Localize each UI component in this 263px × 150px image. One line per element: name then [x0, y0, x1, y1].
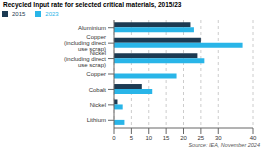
svg-text:5: 5 [130, 135, 134, 140]
svg-text:15: 15 [163, 135, 170, 140]
svg-text:Copper: Copper [86, 71, 106, 77]
svg-text:Nickel: Nickel [90, 102, 106, 108]
svg-text:Nickel(including directuse scr: Nickel(including directuse scrap) [64, 50, 106, 68]
svg-text:Lithium: Lithium [87, 117, 106, 123]
svg-text:30: 30 [215, 135, 222, 140]
svg-text:0: 0 [112, 135, 116, 140]
svg-text:25: 25 [198, 135, 205, 140]
svg-text:Aluminium: Aluminium [78, 25, 106, 31]
svg-text:40: 40 [250, 135, 255, 140]
svg-text:Cobalt: Cobalt [89, 87, 107, 93]
svg-text:10: 10 [145, 135, 152, 140]
svg-text:20: 20 [180, 135, 187, 140]
